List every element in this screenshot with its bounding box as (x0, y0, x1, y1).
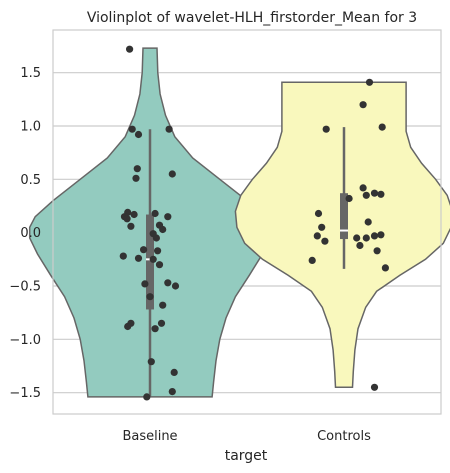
data-point (155, 261, 164, 269)
data-point (356, 241, 364, 250)
data-point (134, 130, 143, 139)
data-point (132, 174, 140, 182)
y-tick-label: −0.5 (9, 280, 41, 295)
data-point (314, 209, 323, 218)
data-point (381, 264, 389, 272)
data-point (170, 368, 178, 376)
data-point (308, 256, 316, 264)
data-point (119, 252, 127, 260)
violins (28, 47, 450, 398)
data-point (359, 184, 367, 192)
data-point (149, 255, 157, 263)
data-point (168, 388, 176, 396)
y-tick-label: 1.0 (20, 120, 41, 135)
data-point (151, 209, 159, 218)
data-point (128, 125, 136, 133)
data-point (165, 125, 173, 133)
data-point (370, 189, 379, 197)
data-point (345, 194, 353, 203)
chart-title: Violinplot of wavelet-HLH_firstorder_Mea… (87, 10, 417, 26)
data-point (322, 125, 330, 133)
data-point (365, 78, 374, 86)
data-point (151, 325, 159, 333)
x-axis-label: target (225, 448, 268, 464)
data-point (370, 232, 379, 240)
data-point (171, 282, 180, 290)
x-tick-label: Baseline (122, 429, 177, 444)
data-point (313, 232, 321, 240)
data-point (146, 293, 154, 301)
data-point (362, 191, 370, 199)
data-point (373, 247, 381, 255)
x-tick-labels: Baseline Controls (122, 429, 371, 444)
iqr-box (340, 193, 348, 240)
data-point (140, 246, 148, 254)
data-point (123, 215, 131, 223)
data-point (133, 165, 141, 173)
data-point (130, 210, 138, 219)
data-point (157, 319, 166, 327)
data-point (377, 231, 385, 239)
y-tick-label: 0.0 (20, 226, 41, 241)
data-point (318, 223, 326, 231)
data-point (364, 218, 372, 226)
data-point (359, 101, 367, 109)
data-point (126, 45, 134, 53)
data-point (370, 383, 379, 391)
data-point (321, 237, 329, 245)
y-tick-label: −1.0 (9, 333, 41, 348)
x-tick-label: Controls (317, 429, 371, 444)
data-point (143, 393, 151, 401)
data-point (168, 170, 176, 178)
data-point (127, 222, 135, 230)
data-point (147, 358, 155, 366)
data-point (134, 254, 143, 262)
data-point (141, 280, 149, 288)
data-point (154, 247, 162, 255)
plot-frame (52, 29, 442, 415)
data-point (353, 234, 361, 242)
data-point (152, 234, 160, 242)
y-tick-labels: −1.5 −1.0 −0.5 0.0 0.5 1.0 1.5 (9, 66, 41, 401)
y-tick-label: 0.5 (20, 173, 41, 188)
y-tick-label: −1.5 (9, 386, 41, 401)
data-point (159, 225, 167, 234)
data-point (378, 123, 386, 131)
data-point (362, 234, 370, 242)
data-point (159, 301, 167, 309)
data-point (164, 213, 172, 221)
data-point (164, 279, 172, 287)
data-point (377, 190, 385, 198)
y-tick-label: 1.5 (20, 66, 41, 81)
iqr-box (146, 214, 154, 310)
data-points (119, 45, 389, 401)
data-point (124, 322, 132, 331)
